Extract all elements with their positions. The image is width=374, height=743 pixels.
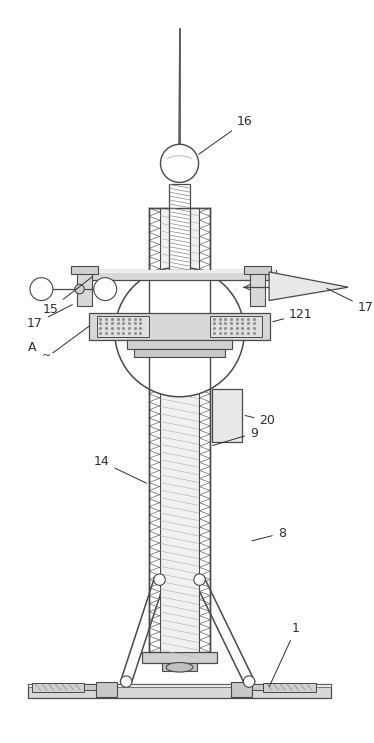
Bar xyxy=(244,266,271,274)
Circle shape xyxy=(120,676,132,687)
Bar xyxy=(84,684,99,690)
Bar xyxy=(162,663,197,671)
Text: 8: 8 xyxy=(252,527,286,541)
Text: 1: 1 xyxy=(269,622,300,687)
Bar xyxy=(250,270,265,306)
Circle shape xyxy=(243,676,255,687)
Circle shape xyxy=(115,267,244,397)
Circle shape xyxy=(75,285,84,294)
Text: ~: ~ xyxy=(42,351,50,360)
Bar xyxy=(231,681,252,697)
Bar xyxy=(212,389,242,441)
Bar xyxy=(89,313,270,340)
Polygon shape xyxy=(269,272,348,300)
Circle shape xyxy=(154,574,165,585)
Circle shape xyxy=(94,278,117,300)
Bar xyxy=(127,340,232,349)
Bar xyxy=(32,683,84,692)
Bar xyxy=(210,316,263,337)
Text: 121: 121 xyxy=(273,308,313,322)
Bar xyxy=(77,270,92,306)
Bar xyxy=(28,684,331,687)
Bar xyxy=(263,683,316,692)
Circle shape xyxy=(194,574,205,585)
Bar xyxy=(85,270,276,279)
Text: 9: 9 xyxy=(213,426,258,446)
Text: 15: 15 xyxy=(42,276,92,316)
Text: A: A xyxy=(28,341,37,354)
Circle shape xyxy=(160,144,199,182)
Bar xyxy=(134,349,225,357)
Bar xyxy=(85,270,276,273)
Ellipse shape xyxy=(166,663,193,672)
Bar xyxy=(96,681,117,697)
Text: 14: 14 xyxy=(94,455,147,483)
Text: 17: 17 xyxy=(327,288,374,314)
Bar xyxy=(149,208,210,652)
Bar xyxy=(142,652,217,663)
Text: 20: 20 xyxy=(245,415,275,427)
Bar xyxy=(96,316,149,337)
Bar xyxy=(160,208,199,652)
Bar xyxy=(169,184,190,270)
Bar xyxy=(71,266,98,274)
Bar xyxy=(28,684,331,698)
Text: 17: 17 xyxy=(27,305,72,330)
Circle shape xyxy=(30,278,53,300)
Text: 16: 16 xyxy=(199,115,252,154)
Bar xyxy=(249,684,263,690)
